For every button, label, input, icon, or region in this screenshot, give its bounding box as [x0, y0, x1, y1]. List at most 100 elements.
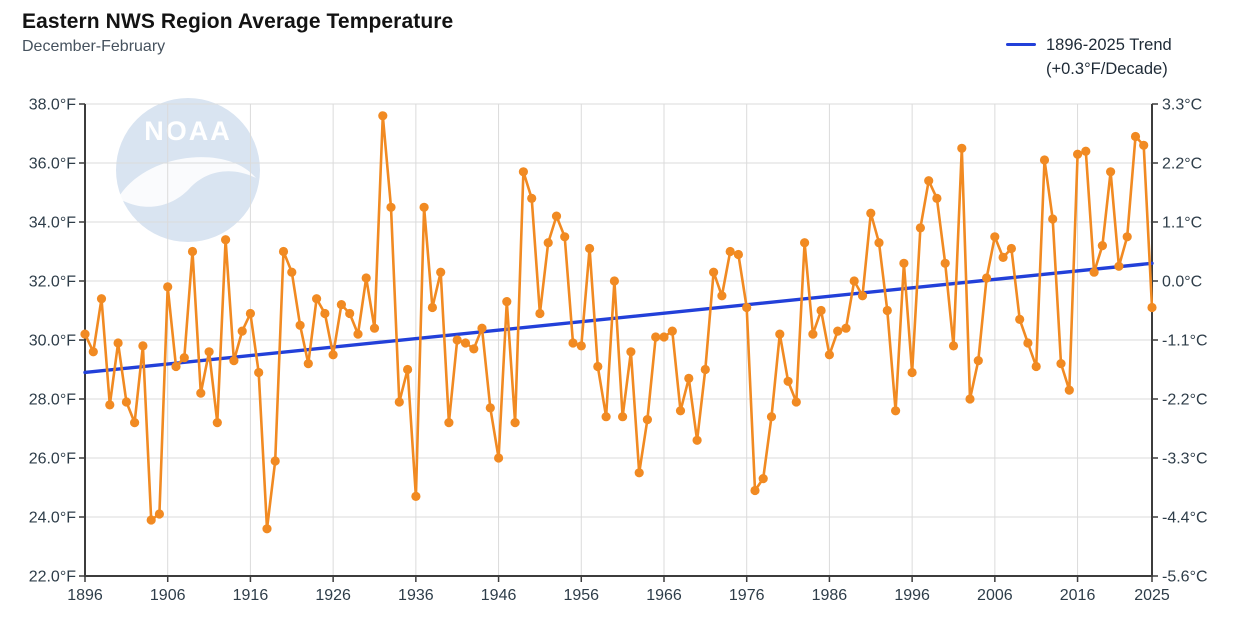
data-point-1966: [659, 332, 669, 342]
y-left-tick-label: 38.0°F: [29, 97, 77, 114]
y-right-tick-label: -3.3°C: [1162, 451, 1208, 468]
data-point-1926: [328, 350, 338, 360]
x-tick-label: 1916: [233, 587, 269, 604]
data-point-1949: [518, 167, 529, 177]
data-point-2022: [1122, 232, 1132, 242]
data-point-1909: [187, 246, 198, 257]
data-point-1910: [196, 388, 206, 398]
data-point-1931: [369, 323, 380, 333]
data-point-2025: [1147, 302, 1157, 313]
data-point-1898: [96, 294, 107, 304]
data-point-1985: [816, 305, 826, 316]
data-point-1951: [535, 308, 545, 319]
data-point-1941: [452, 335, 462, 345]
data-point-2010: [1023, 338, 1033, 348]
data-point-1955: [568, 338, 578, 348]
data-point-1996: [907, 367, 917, 378]
data-point-1965: [651, 332, 661, 342]
data-point-1927: [336, 300, 346, 310]
data-point-1995: [899, 258, 909, 268]
y-right-tick-label: 1.1°C: [1162, 215, 1202, 232]
x-tick-label: 1976: [729, 587, 765, 604]
data-point-1947: [502, 297, 512, 307]
data-point-1960: [609, 276, 620, 286]
data-point-1899: [105, 400, 115, 410]
data-point-1959: [601, 412, 611, 422]
tick-marks: [79, 103, 1158, 582]
x-tick-label: 1986: [812, 587, 848, 604]
data-point-2000: [940, 258, 950, 268]
data-point-2018: [1089, 267, 1099, 277]
data-point-1908: [179, 353, 189, 363]
y-right-tick-label: 3.3°C: [1162, 97, 1202, 114]
data-point-1990: [857, 291, 868, 301]
y-right-tick-label: 0.0°C: [1162, 274, 1202, 291]
data-point-2007: [998, 252, 1008, 262]
data-point-2001: [948, 341, 959, 351]
data-point-1930: [361, 273, 371, 283]
y-left-tick-label: 22.0°F: [29, 569, 77, 586]
data-point-1932: [378, 111, 388, 121]
y-left-tick-label: 32.0°F: [29, 274, 77, 291]
data-point-1976: [742, 302, 752, 313]
x-tick-label: 1956: [563, 587, 599, 604]
data-point-2017: [1081, 146, 1091, 156]
data-point-1922: [295, 320, 305, 330]
data-point-1919: [270, 456, 280, 466]
data-point-2013: [1048, 214, 1058, 224]
x-tick-label: 2025: [1134, 587, 1170, 604]
data-point-1982: [791, 397, 801, 407]
data-point-1957: [585, 243, 595, 254]
data-point-1940: [444, 418, 454, 428]
data-point-1999: [932, 193, 942, 203]
y-right-tick-label: -4.4°C: [1162, 510, 1208, 527]
data-point-1936: [411, 491, 421, 501]
x-tick-label: 1996: [894, 587, 930, 604]
data-point-1911: [204, 347, 214, 357]
data-point-2023: [1130, 131, 1141, 142]
data-point-1912: [212, 418, 222, 428]
data-point-2006: [990, 232, 1000, 242]
data-point-1994: [891, 406, 901, 416]
y-left-tick-label: 26.0°F: [29, 451, 77, 468]
x-tick-label: 1926: [315, 587, 351, 604]
data-point-1948: [510, 418, 520, 428]
data-point-1903: [138, 341, 148, 351]
y-left-tick-label: 24.0°F: [29, 510, 77, 527]
data-point-1897: [88, 347, 98, 357]
data-point-1953: [551, 211, 562, 221]
data-point-1904: [146, 515, 156, 525]
data-point-1986: [824, 350, 835, 360]
axis-labels: 38.0°F 36.0°F 34.0°F 32.0°F 30.0°F 28.0°F 26.0…: [29, 97, 1208, 605]
data-point-2005: [982, 273, 992, 283]
noaa-logo: NOAA: [116, 98, 260, 242]
trend-legend-line-icon: [1006, 43, 1036, 46]
data-point-2014: [1056, 359, 1066, 369]
temperature-data-points: [80, 111, 1157, 534]
data-point-1934: [394, 397, 404, 407]
data-point-1923: [303, 359, 313, 369]
data-point-1928: [345, 308, 355, 319]
data-point-2012: [1039, 155, 1050, 165]
trend-legend-line1: 1896-2025 Trend: [1046, 36, 1172, 54]
data-point-1981: [783, 376, 793, 386]
data-point-1918: [262, 524, 272, 534]
data-point-1970: [692, 435, 702, 445]
data-point-1933: [386, 202, 396, 212]
data-point-1917: [254, 367, 264, 378]
data-point-1937: [419, 202, 429, 212]
data-point-1973: [717, 291, 727, 301]
data-point-1945: [485, 403, 495, 413]
data-point-1993: [882, 305, 892, 316]
data-point-1902: [130, 418, 140, 428]
trend-legend-label: 1896-2025 Trend (+0.3°F/Decade): [1046, 34, 1172, 82]
data-point-2021: [1114, 261, 1124, 271]
noaa-logo-text: NOAA: [144, 116, 232, 146]
data-point-1964: [642, 415, 653, 425]
data-point-1998: [924, 176, 934, 186]
data-point-1997: [915, 223, 926, 233]
data-point-1938: [427, 302, 437, 313]
y-right-tick-label: 2.2°C: [1162, 156, 1202, 173]
data-point-1984: [808, 329, 818, 339]
data-point-2016: [1073, 149, 1083, 159]
